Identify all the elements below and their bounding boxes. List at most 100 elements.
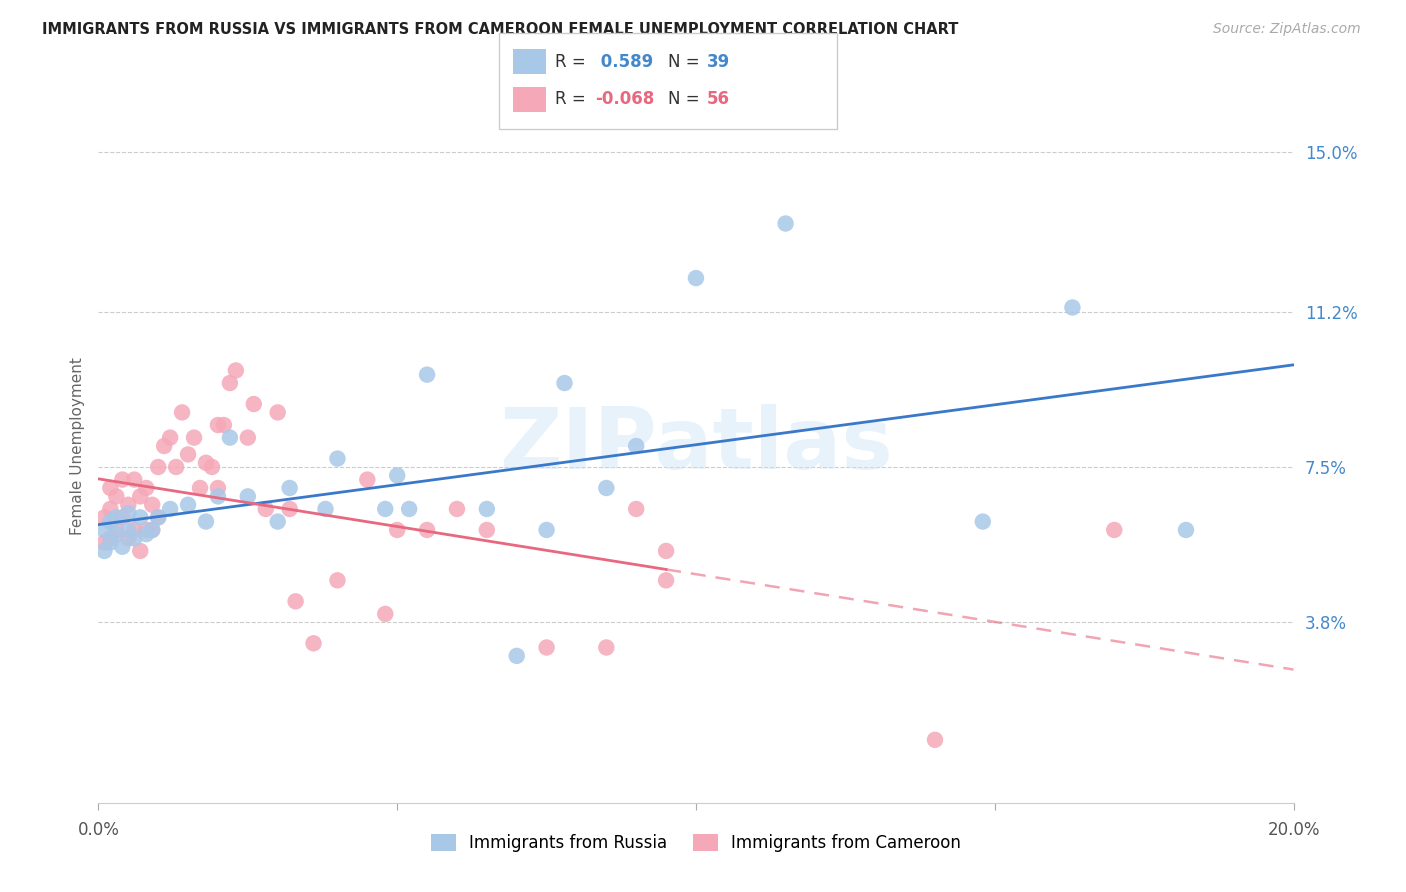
Point [475, 523, 498, 537]
Point [416, 523, 439, 537]
Point [1062, 301, 1084, 315]
Point [1104, 523, 1126, 537]
Point [135, 523, 157, 537]
Point [98, 532, 122, 546]
Point [374, 607, 396, 621]
Point [148, 460, 170, 475]
Point [98, 515, 122, 529]
Text: ZIPatlas: ZIPatlas [499, 404, 893, 488]
Point [105, 527, 128, 541]
Point [177, 498, 200, 512]
Point [236, 431, 259, 445]
Point [236, 489, 259, 503]
Point [93, 544, 115, 558]
Point [212, 417, 235, 432]
Point [385, 468, 409, 483]
Point [129, 489, 152, 503]
Legend: Immigrants from Russia, Immigrants from Cameroon: Immigrants from Russia, Immigrants from … [425, 827, 967, 859]
Point [124, 532, 146, 546]
Point [141, 523, 163, 537]
Point [595, 640, 617, 655]
Point [105, 489, 128, 503]
Point [326, 574, 349, 588]
Point [93, 535, 115, 549]
Point [98, 481, 122, 495]
Point [117, 523, 139, 537]
Point [135, 527, 157, 541]
Point [243, 397, 266, 411]
Text: 0.589: 0.589 [595, 53, 652, 70]
Point [105, 510, 128, 524]
Point [385, 523, 409, 537]
Point [153, 439, 176, 453]
Text: -0.068: -0.068 [595, 90, 654, 108]
Point [225, 363, 247, 377]
Point [219, 376, 242, 390]
Point [141, 523, 163, 537]
Point [554, 376, 576, 390]
Point [111, 540, 134, 554]
Point [775, 217, 797, 231]
Text: Source: ZipAtlas.com: Source: ZipAtlas.com [1213, 22, 1361, 37]
Point [117, 506, 139, 520]
Text: IMMIGRANTS FROM RUSSIA VS IMMIGRANTS FROM CAMEROON FEMALE UNEMPLOYMENT CORRELATI: IMMIGRANTS FROM RUSSIA VS IMMIGRANTS FRO… [42, 22, 959, 37]
Point [129, 544, 152, 558]
Point [195, 456, 218, 470]
Point [117, 532, 139, 546]
Point [475, 502, 498, 516]
Point [98, 535, 122, 549]
Point [356, 473, 378, 487]
Point [124, 473, 146, 487]
Point [117, 498, 139, 512]
Point [284, 594, 307, 608]
Point [374, 502, 396, 516]
Point [536, 523, 558, 537]
Point [254, 502, 277, 516]
Point [98, 502, 122, 516]
Point [302, 636, 325, 650]
Text: R =: R = [555, 90, 592, 108]
Point [159, 431, 181, 445]
Point [267, 405, 290, 419]
Point [655, 574, 678, 588]
Point [278, 481, 301, 495]
Point [201, 460, 224, 475]
Text: 56: 56 [707, 90, 730, 108]
Point [219, 431, 242, 445]
Point [159, 502, 181, 516]
Point [105, 523, 128, 537]
Point [626, 439, 648, 453]
Point [924, 732, 946, 747]
Point [165, 460, 187, 475]
Point [506, 648, 529, 663]
Point [188, 481, 211, 495]
Point [398, 502, 420, 516]
Point [183, 431, 205, 445]
Point [207, 489, 229, 503]
Point [207, 481, 229, 495]
Point [111, 510, 134, 524]
Point [315, 502, 337, 516]
Point [141, 498, 163, 512]
Y-axis label: Female Unemployment: Female Unemployment [69, 357, 84, 535]
Point [536, 640, 558, 655]
Point [626, 502, 648, 516]
Point [207, 417, 229, 432]
Point [93, 523, 115, 537]
Point [124, 523, 146, 537]
Point [595, 481, 617, 495]
Point [195, 515, 218, 529]
Point [1175, 523, 1198, 537]
Point [135, 481, 157, 495]
Text: 39: 39 [707, 53, 731, 70]
Point [267, 515, 290, 529]
Point [416, 368, 439, 382]
Text: R =: R = [555, 53, 592, 70]
Point [129, 510, 152, 524]
Point [655, 544, 678, 558]
Text: N =: N = [668, 90, 704, 108]
Text: N =: N = [668, 53, 704, 70]
Point [278, 502, 301, 516]
Point [972, 515, 994, 529]
Point [148, 510, 170, 524]
